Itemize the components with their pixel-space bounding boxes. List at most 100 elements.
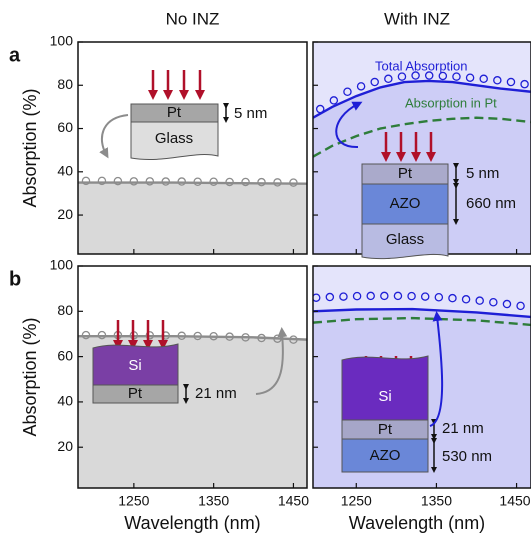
marker [339,292,348,301]
marker [506,77,516,87]
y-tick-label: 40 [57,393,73,409]
marker [434,293,444,302]
layer-label: Si [128,357,141,374]
y-tick-label: 60 [57,119,73,135]
layer-label: AZO [390,195,421,212]
marker [177,331,186,341]
layer-label: AZO [370,447,401,464]
panel-title: With INZ [384,9,450,28]
marker [193,177,202,186]
marker [81,176,91,186]
x-axis-label: Wavelength (nm) [124,513,260,533]
marker [225,177,234,187]
line [313,79,531,119]
marker [370,77,379,87]
panel-label: b [9,268,21,290]
marker [411,71,420,80]
line [78,181,307,185]
x-tick-label: 1250 [118,493,149,509]
y-tick-label: 60 [57,347,73,363]
marker [145,331,155,340]
marker [257,333,266,343]
x-tick-label: 1450 [278,493,309,509]
thickness-label: 660 nm [466,195,516,212]
marker [438,71,448,81]
marker [273,178,282,187]
x-tick-label: 1250 [341,493,372,509]
dashed-line [313,116,531,158]
series-annotation: Absorption in Pt [405,95,497,110]
marker [397,72,407,81]
pointer-arrow [429,311,444,427]
glass-layer [361,223,449,260]
marker [241,177,250,187]
y-tick-label: 40 [57,162,73,178]
plot-frame [77,265,308,489]
marker [502,299,512,309]
layer-label: Glass [155,130,193,147]
marker [424,71,434,80]
panel-title: No INZ [166,9,220,28]
marker [352,291,362,301]
marker [315,104,325,114]
marker [289,335,298,344]
thickness-label: 5 nm [234,105,267,122]
plot-frame [77,41,308,255]
marker [97,176,107,186]
series-annotation: Total Absorption [375,58,468,73]
line [313,307,531,319]
y-tick-label: 80 [57,302,73,318]
layer-label: Pt [378,421,393,438]
marker [356,82,366,91]
marker [313,293,321,302]
inset-b-left [113,320,168,350]
layer-label: Pt [128,385,143,402]
marker [325,292,335,302]
line [78,335,307,341]
marker [366,291,375,301]
y-axis-label: Absorption (%) [20,317,40,436]
marker [384,74,393,84]
si-layer [92,343,179,386]
inset-a-left [148,70,205,100]
marker [81,330,91,340]
marker [448,293,457,303]
pt-layer [92,384,179,404]
thickness-label: 21 nm [442,420,484,437]
pointer-arrow [255,327,288,395]
layer-label: Si [378,388,391,405]
pointer-arrow [99,114,129,159]
si-layer [341,355,429,421]
plot-frame [312,265,531,489]
glass-layer [130,121,219,161]
marker [475,296,484,305]
y-tick-label: 80 [57,76,73,92]
marker [129,177,139,186]
marker [452,72,461,81]
azo-layer [361,183,449,225]
marker [489,297,498,307]
marker [209,177,218,186]
y-tick-label: 100 [50,257,74,273]
inset-a-right [381,132,436,162]
y-axis-label: Absorption (%) [20,88,40,207]
thickness-label: 5 nm [466,165,499,182]
plot-area [78,176,307,254]
marker [380,291,389,301]
marker [209,331,218,341]
marker [520,79,529,89]
layer-label: Pt [167,104,182,121]
marker [393,291,403,301]
marker [461,295,471,304]
insets: Pt Glass 5 nm Pt AZO Glass 5 nm 660 nm T… [92,58,516,473]
marker [257,177,266,187]
marker [407,291,416,301]
thickness-label: 21 nm [195,385,237,402]
marker [289,178,298,187]
x-tick-label: 1450 [499,493,530,509]
thickness-label: 530 nm [442,448,492,465]
layer-label: Pt [398,165,413,182]
marker [113,176,123,186]
marker [493,76,502,85]
